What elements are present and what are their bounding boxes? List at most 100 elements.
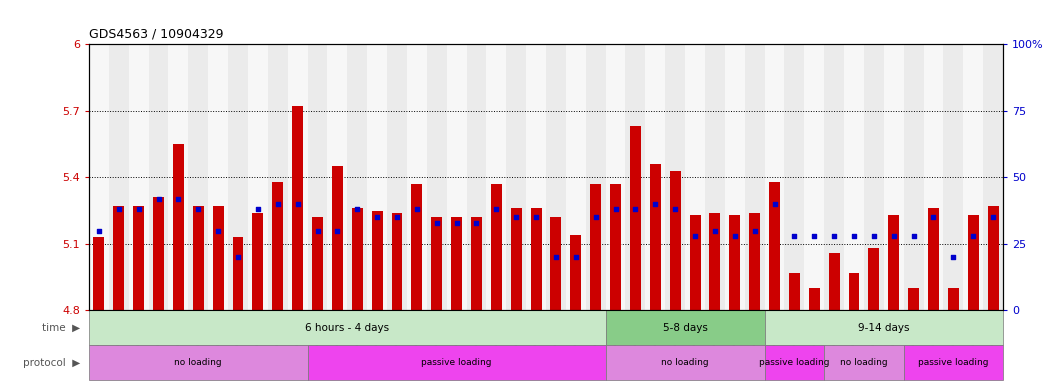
- Bar: [292, 106, 303, 310]
- Point: [945, 254, 962, 260]
- Point: [607, 206, 624, 212]
- Bar: [908, 288, 919, 310]
- Text: passive loading: passive loading: [918, 358, 988, 367]
- Bar: [804, 44, 824, 310]
- Bar: [89, 345, 308, 380]
- Text: GDS4563 / 10904329: GDS4563 / 10904329: [89, 27, 223, 40]
- Bar: [605, 345, 764, 380]
- Point: [747, 227, 763, 233]
- Point: [388, 214, 405, 220]
- Point: [906, 233, 922, 239]
- Bar: [89, 310, 605, 345]
- Bar: [828, 253, 840, 310]
- Point: [349, 206, 365, 212]
- Bar: [93, 237, 105, 310]
- Bar: [565, 44, 585, 310]
- Bar: [188, 44, 208, 310]
- Point: [110, 206, 127, 212]
- Bar: [387, 44, 407, 310]
- Text: no loading: no loading: [662, 358, 709, 367]
- Bar: [471, 217, 482, 310]
- Point: [806, 233, 823, 239]
- Bar: [129, 44, 149, 310]
- Point: [985, 214, 1002, 220]
- Text: no loading: no loading: [175, 358, 222, 367]
- Bar: [451, 217, 462, 310]
- Bar: [630, 126, 641, 310]
- Bar: [824, 44, 844, 310]
- Point: [150, 195, 166, 202]
- Bar: [864, 44, 884, 310]
- Point: [587, 214, 604, 220]
- Point: [468, 220, 485, 226]
- Bar: [888, 215, 899, 310]
- Point: [766, 201, 783, 207]
- Bar: [248, 44, 268, 310]
- Point: [90, 227, 107, 233]
- Bar: [272, 182, 284, 310]
- Bar: [605, 44, 625, 310]
- Bar: [943, 44, 963, 310]
- Bar: [407, 44, 427, 310]
- Point: [866, 233, 883, 239]
- Text: passive loading: passive loading: [759, 358, 829, 367]
- Bar: [392, 213, 402, 310]
- Bar: [545, 44, 565, 310]
- Point: [727, 233, 743, 239]
- Bar: [427, 44, 447, 310]
- Point: [647, 201, 664, 207]
- Bar: [507, 44, 527, 310]
- Point: [826, 233, 843, 239]
- Bar: [904, 44, 923, 310]
- Bar: [372, 210, 382, 310]
- Bar: [527, 44, 547, 310]
- Bar: [948, 288, 959, 310]
- Bar: [650, 164, 661, 310]
- Bar: [987, 206, 999, 310]
- Bar: [467, 44, 487, 310]
- Bar: [730, 215, 740, 310]
- Point: [627, 206, 644, 212]
- Point: [190, 206, 206, 212]
- Point: [965, 233, 982, 239]
- Bar: [585, 44, 605, 310]
- Bar: [904, 345, 1003, 380]
- Point: [926, 214, 942, 220]
- Bar: [625, 44, 645, 310]
- Bar: [710, 213, 720, 310]
- Bar: [764, 345, 824, 380]
- Bar: [784, 44, 804, 310]
- Bar: [252, 213, 264, 310]
- Bar: [551, 217, 561, 310]
- Bar: [487, 44, 507, 310]
- Bar: [531, 209, 541, 310]
- Bar: [983, 44, 1003, 310]
- Bar: [268, 44, 288, 310]
- Bar: [89, 44, 109, 310]
- Bar: [591, 184, 601, 310]
- Text: 5-8 days: 5-8 days: [663, 323, 708, 333]
- Bar: [605, 310, 764, 345]
- Point: [309, 227, 326, 233]
- Bar: [193, 206, 204, 310]
- Bar: [808, 288, 820, 310]
- Bar: [665, 44, 685, 310]
- Point: [170, 195, 186, 202]
- Bar: [764, 44, 784, 310]
- Point: [786, 233, 803, 239]
- Point: [508, 214, 525, 220]
- Point: [687, 233, 704, 239]
- Bar: [967, 215, 979, 310]
- Bar: [610, 184, 621, 310]
- Bar: [764, 310, 1003, 345]
- Bar: [923, 44, 943, 310]
- Text: time  ▶: time ▶: [42, 323, 80, 333]
- Bar: [149, 44, 169, 310]
- Bar: [750, 213, 760, 310]
- Bar: [153, 197, 164, 310]
- Bar: [109, 44, 129, 310]
- Bar: [884, 44, 904, 310]
- Bar: [431, 217, 442, 310]
- Bar: [169, 44, 188, 310]
- Bar: [868, 248, 879, 310]
